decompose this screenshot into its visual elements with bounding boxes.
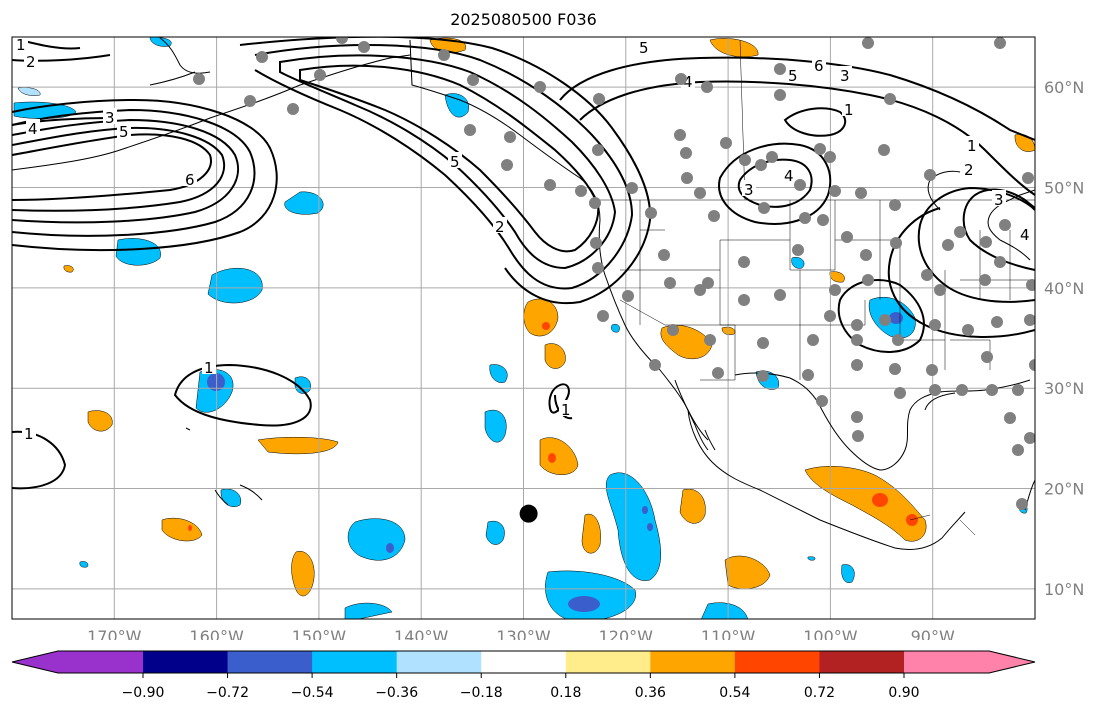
map-frame [11, 36, 1036, 620]
colorbar-segment [734, 651, 820, 673]
contour-label: 2 [964, 161, 974, 179]
longitude-tick-label: 120°W [599, 627, 654, 640]
colorbar-tick-label: −0.54 [291, 685, 334, 701]
longitude-tick-label: 160°W [189, 627, 244, 640]
contour-label: 4 [1020, 226, 1030, 244]
contour-lines [12, 37, 1035, 490]
contour-label: 1 [204, 359, 214, 377]
latitude-tick-label: 40°N [1044, 279, 1084, 298]
contour-label: 3 [105, 109, 115, 127]
colorbar-tick-label: −0.72 [206, 685, 249, 701]
latitude-labels: 60°N 50°N 40°N 30°N 20°N 10°N [1044, 78, 1084, 599]
station-dots [193, 37, 1035, 510]
contour-label: 4 [683, 73, 693, 91]
colorbar-tick-label: 0.18 [550, 685, 581, 701]
longitude-tick-label: 100°W [803, 627, 858, 640]
storm-center-marker [519, 504, 538, 523]
contour-label: 4 [784, 167, 794, 185]
colorbar-segment [312, 651, 398, 673]
longitude-labels: 170°W 160°W 150°W 140°W 130°W 120°W 110°W 100°W… [87, 627, 955, 640]
contour-label: 3 [744, 181, 754, 199]
contour-label: 1 [24, 425, 34, 443]
contour-label: 5 [788, 67, 798, 85]
colorbar-tick-label: 0.72 [804, 685, 835, 701]
contour-label: 1 [967, 137, 977, 155]
colorbar-segment [565, 651, 651, 673]
colorbar-segment [650, 651, 736, 673]
colorbar-tick-label: −0.18 [460, 685, 503, 701]
latitude-tick-label: 50°N [1044, 179, 1084, 198]
colorbar-segment [396, 651, 482, 673]
contour-label: 5 [639, 39, 649, 57]
map-panel: 1 2 3 4 5 6 5 4 5 6 3 1 5 2 [11, 36, 1084, 640]
colorbar-tick-label: 0.54 [719, 685, 750, 701]
contour-label: 4 [28, 120, 38, 138]
latitude-tick-label: 60°N [1044, 78, 1084, 97]
colorbar-tick-label: −0.90 [122, 685, 165, 701]
colorbar-outline [11, 650, 1036, 674]
contour-label: 2 [495, 218, 505, 236]
colorbar-tick-label: −0.36 [375, 685, 418, 701]
colorbar-segment [904, 651, 1035, 673]
contour-label: 6 [814, 57, 824, 75]
contour-label: 3 [840, 67, 850, 85]
colorbar-tick-label: 0.36 [635, 685, 666, 701]
longitude-tick-label: 170°W [87, 627, 142, 640]
contour-label: 1 [16, 36, 26, 54]
latitude-tick-label: 30°N [1044, 379, 1084, 398]
colorbar-segment [143, 651, 229, 673]
contour-label: 3 [994, 191, 1004, 209]
contour-labels: 1 2 3 4 5 6 5 4 5 6 3 1 5 2 [14, 36, 1032, 443]
contour-label: 6 [185, 171, 195, 189]
political-borders [409, 39, 1035, 536]
contour-label: 5 [119, 123, 129, 141]
colorbar-tick-label: 0.90 [888, 685, 919, 701]
colorbar-segment [819, 651, 905, 673]
latitude-tick-label: 10°N [1044, 580, 1084, 599]
longitude-tick-label: 110°W [701, 627, 756, 640]
map-title: 2025080500 F036 [450, 10, 597, 29]
longitude-tick-label: 130°W [496, 627, 551, 640]
latitude-tick-label: 20°N [1044, 480, 1084, 499]
contour-label: 1 [561, 401, 571, 419]
contour-label: 5 [450, 153, 460, 171]
contour-label: 1 [844, 101, 854, 119]
contour-label: 2 [26, 53, 36, 71]
longitude-tick-label: 150°W [292, 627, 347, 640]
colorbar-segment [481, 651, 567, 673]
longitude-tick-label: 90°W [911, 627, 955, 640]
colorbar-segment [227, 651, 313, 673]
anomaly-shading [13, 37, 1035, 619]
colorbar-segment [12, 651, 143, 673]
longitude-tick-label: 140°W [394, 627, 449, 640]
